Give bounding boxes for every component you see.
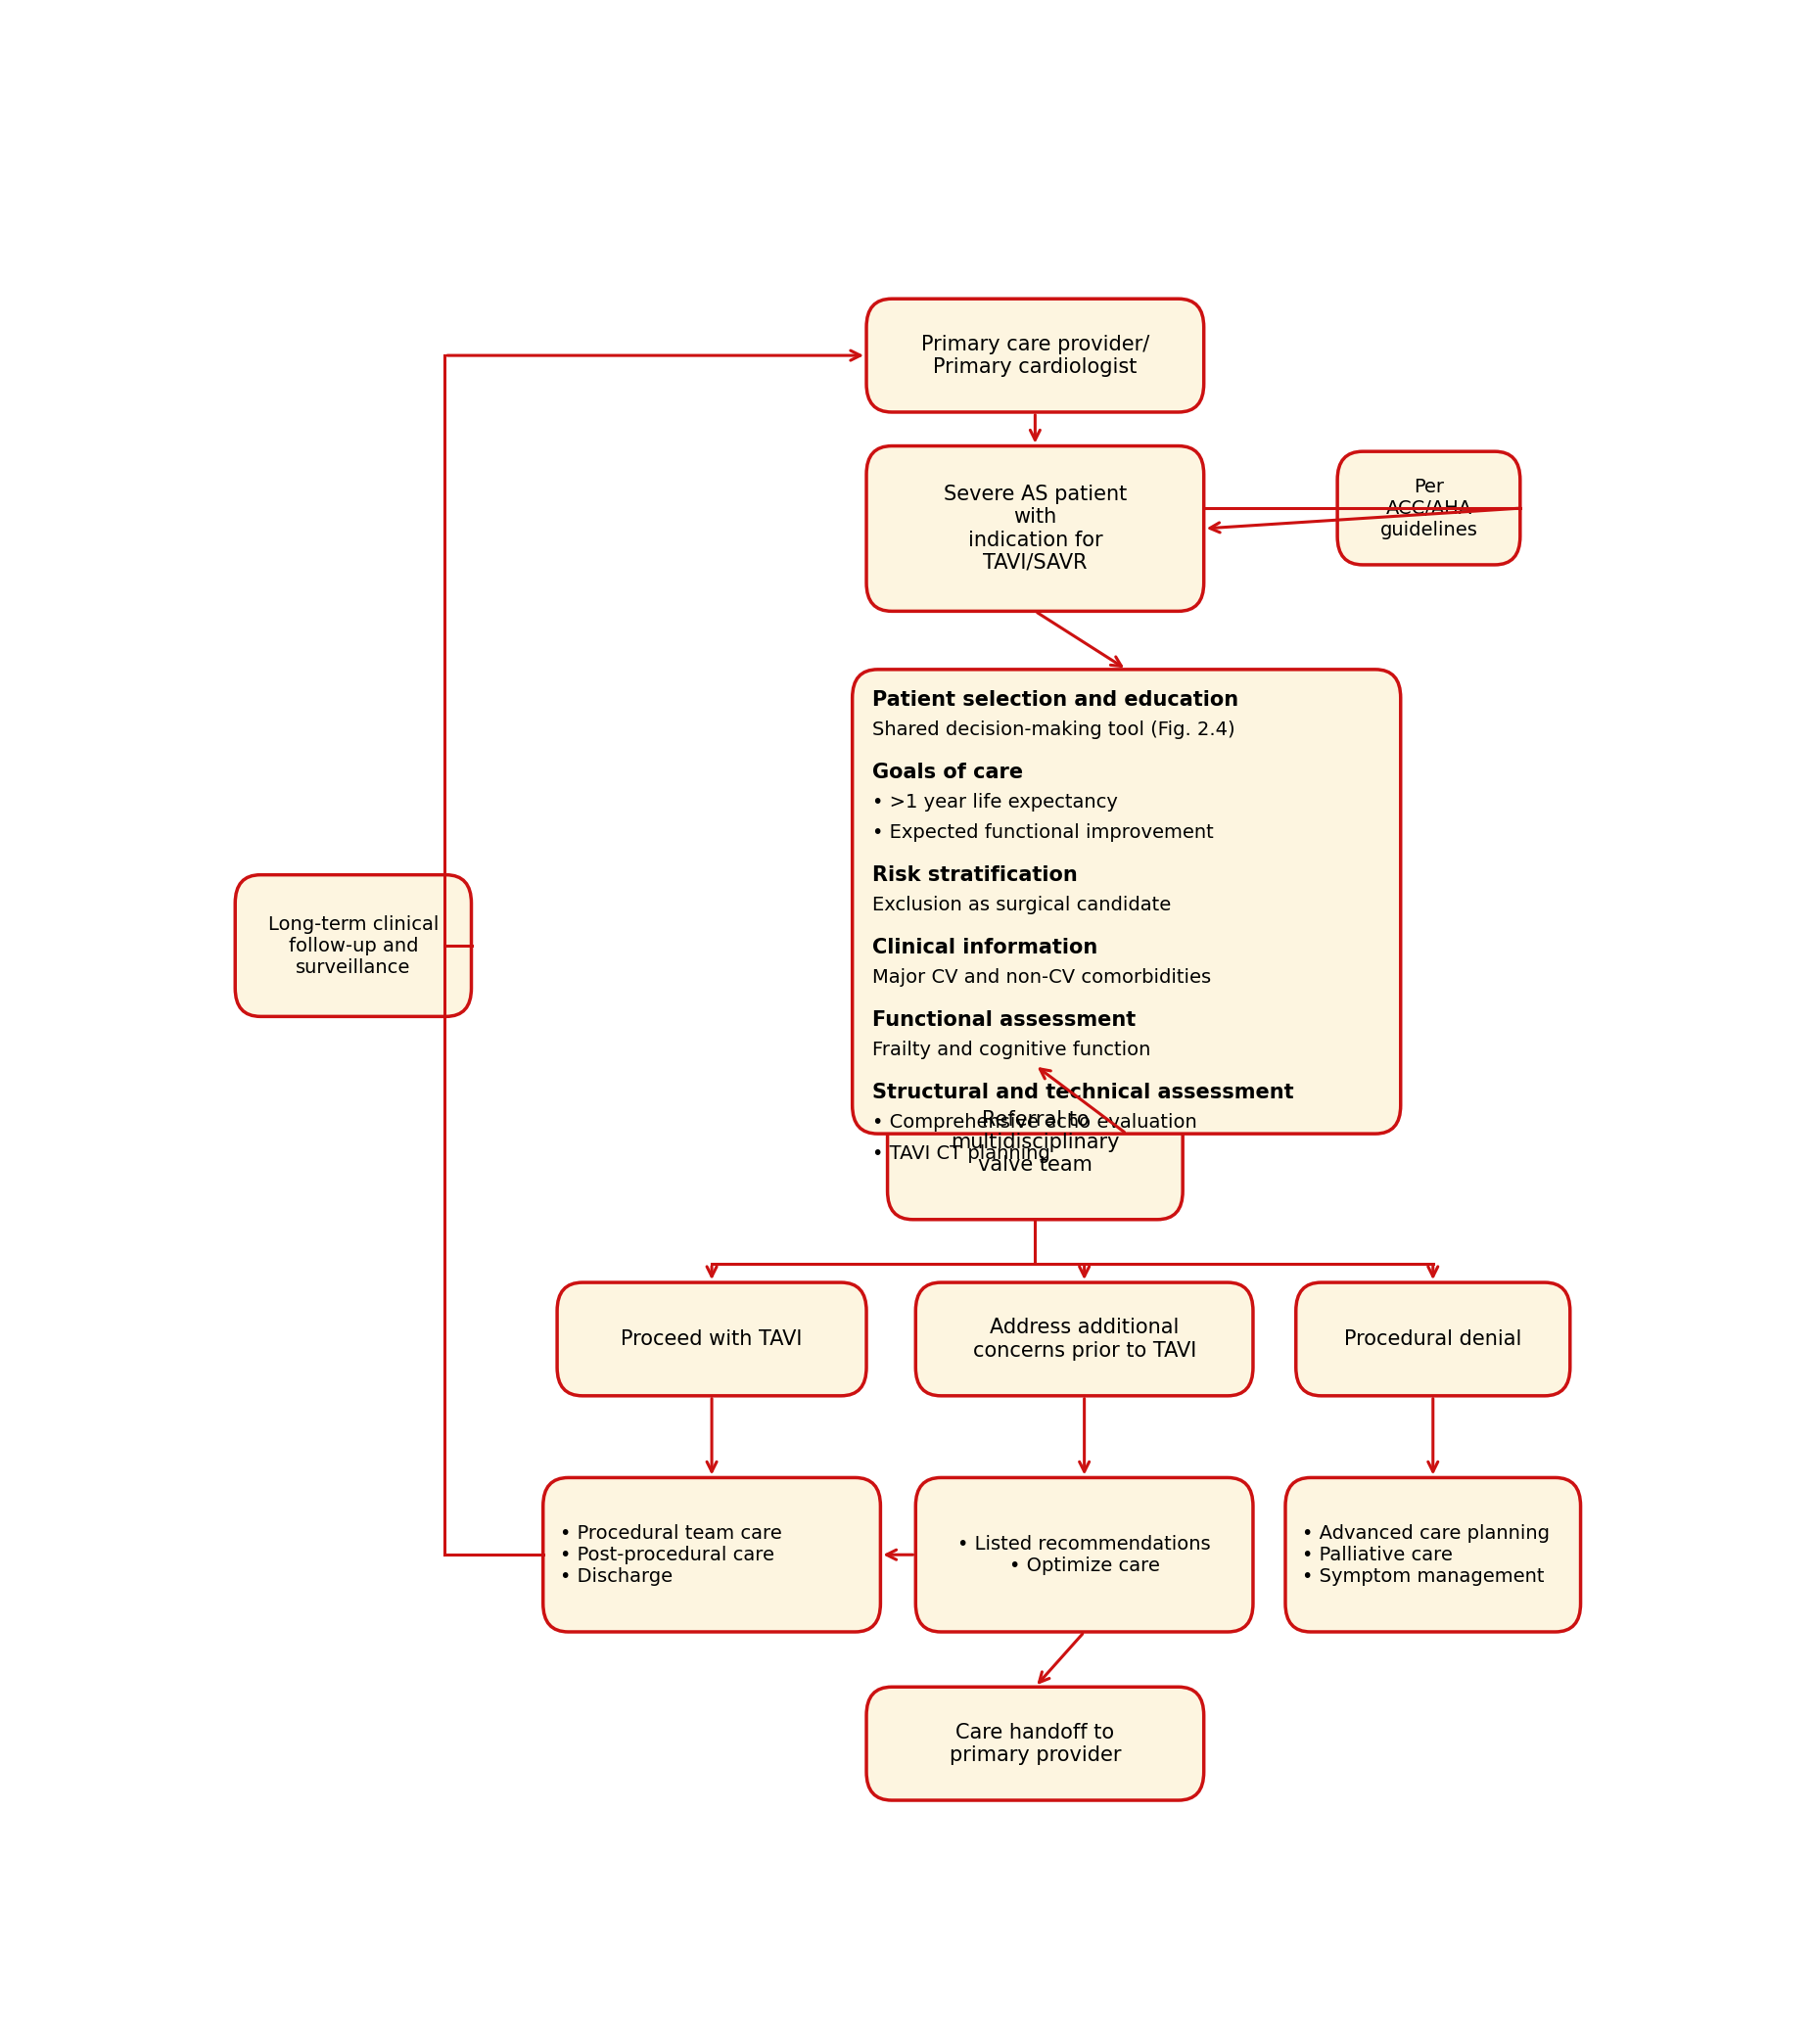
Text: Proceed with TAVI: Proceed with TAVI [620, 1329, 802, 1349]
FancyBboxPatch shape [887, 1065, 1183, 1220]
Text: Shared decision-making tool (Fig. 2.4): Shared decision-making tool (Fig. 2.4) [873, 722, 1235, 740]
Text: • Comprehensive echo evaluation: • Comprehensive echo evaluation [873, 1114, 1197, 1132]
FancyBboxPatch shape [557, 1282, 867, 1396]
Text: Clinical information: Clinical information [873, 938, 1097, 957]
Text: Address additional
concerns prior to TAVI: Address additional concerns prior to TAV… [972, 1318, 1195, 1359]
FancyBboxPatch shape [867, 446, 1204, 611]
FancyBboxPatch shape [867, 1686, 1204, 1801]
Text: Patient selection and education: Patient selection and education [873, 691, 1239, 709]
FancyBboxPatch shape [1286, 1478, 1580, 1631]
Text: Procedural denial: Procedural denial [1344, 1329, 1522, 1349]
Text: Care handoff to
primary provider: Care handoff to primary provider [949, 1723, 1121, 1764]
Text: Referral to
multidisciplinary
valve team: Referral to multidisciplinary valve team [951, 1110, 1119, 1175]
Text: Exclusion as surgical candidate: Exclusion as surgical candidate [873, 895, 1170, 914]
Text: Structural and technical assessment: Structural and technical assessment [873, 1083, 1293, 1102]
Text: Functional assessment: Functional assessment [873, 1010, 1136, 1030]
FancyBboxPatch shape [1295, 1282, 1571, 1396]
FancyBboxPatch shape [1337, 452, 1520, 564]
Text: Major CV and non-CV comorbidities: Major CV and non-CV comorbidities [873, 969, 1212, 987]
FancyBboxPatch shape [542, 1478, 880, 1631]
Text: Per
ACC/AHA
guidelines: Per ACC/AHA guidelines [1380, 478, 1478, 540]
Text: • >1 year life expectancy: • >1 year life expectancy [873, 793, 1117, 811]
Text: Severe AS patient
with
indication for
TAVI/SAVR: Severe AS patient with indication for TA… [943, 484, 1126, 572]
Text: • Procedural team care
• Post-procedural care
• Discharge: • Procedural team care • Post-procedural… [561, 1525, 782, 1586]
Text: Frailty and cognitive function: Frailty and cognitive function [873, 1040, 1150, 1059]
Text: Long-term clinical
follow-up and
surveillance: Long-term clinical follow-up and surveil… [268, 916, 439, 977]
Text: • Listed recommendations
• Optimize care: • Listed recommendations • Optimize care [958, 1535, 1212, 1574]
FancyBboxPatch shape [867, 298, 1204, 413]
FancyBboxPatch shape [236, 875, 472, 1016]
Text: Risk stratification: Risk stratification [873, 865, 1078, 885]
FancyBboxPatch shape [916, 1282, 1253, 1396]
Text: • Expected functional improvement: • Expected functional improvement [873, 824, 1214, 842]
FancyBboxPatch shape [853, 670, 1400, 1134]
Text: • TAVI CT planning: • TAVI CT planning [873, 1145, 1050, 1163]
Text: • Advanced care planning
• Palliative care
• Symptom management: • Advanced care planning • Palliative ca… [1302, 1525, 1549, 1586]
FancyBboxPatch shape [916, 1478, 1253, 1631]
Text: Goals of care: Goals of care [873, 762, 1023, 783]
Text: Primary care provider/
Primary cardiologist: Primary care provider/ Primary cardiolog… [922, 335, 1150, 376]
